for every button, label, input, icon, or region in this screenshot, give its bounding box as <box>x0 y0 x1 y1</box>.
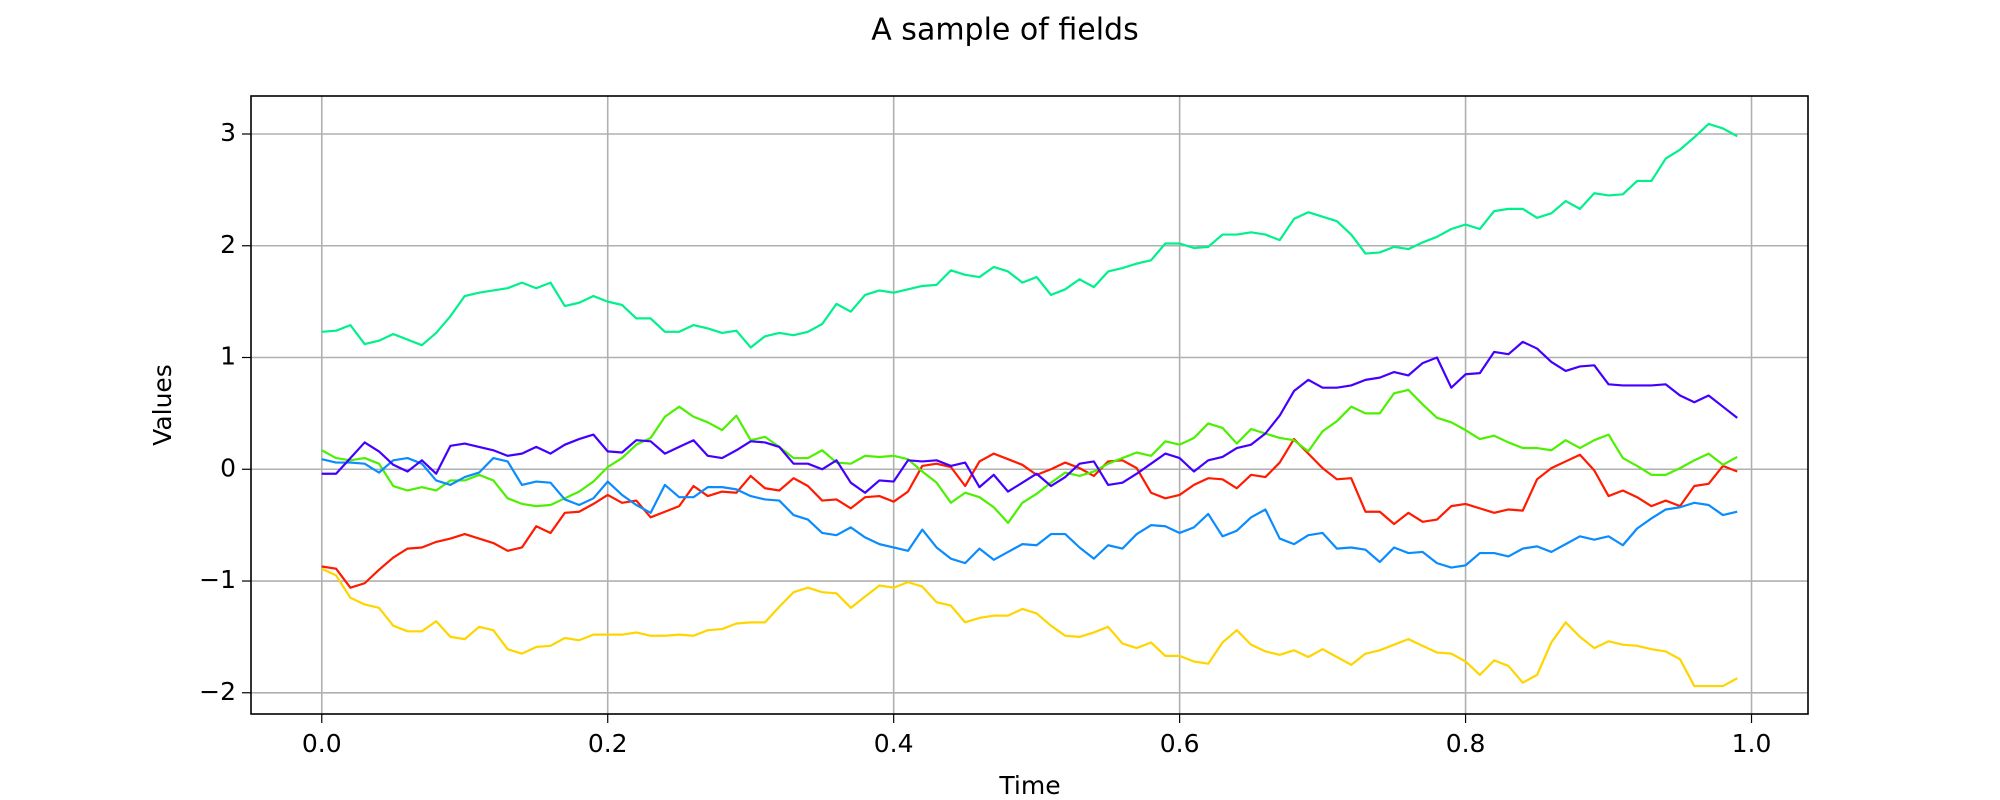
y-tick-label: 0 <box>220 453 236 482</box>
data-line <box>321 437 1738 589</box>
x-tick-label: 1.0 <box>1732 729 1772 758</box>
data-line <box>321 122 1738 349</box>
x-axis-label: Time <box>998 771 1060 800</box>
data-line <box>321 340 1738 494</box>
y-tick-label: 1 <box>220 342 236 371</box>
x-tick-label: 0.8 <box>1446 729 1486 758</box>
y-tick-label: 2 <box>220 230 236 259</box>
x-tick-label: 0.4 <box>874 729 914 758</box>
y-tick-label: 3 <box>220 118 236 147</box>
y-tick-label: −2 <box>199 677 236 706</box>
x-tick-label: 0.2 <box>588 729 628 758</box>
x-tick-label: 0.6 <box>1160 729 1200 758</box>
x-tick-label: 0.0 <box>302 729 342 758</box>
data-line <box>321 567 1738 688</box>
data-line <box>321 456 1738 569</box>
y-tick-label: −1 <box>199 565 236 594</box>
chart-title: A sample of fields <box>871 13 1138 48</box>
plot-frame <box>250 95 1809 715</box>
y-axis-label: Values <box>148 364 177 446</box>
data-line <box>321 388 1738 524</box>
